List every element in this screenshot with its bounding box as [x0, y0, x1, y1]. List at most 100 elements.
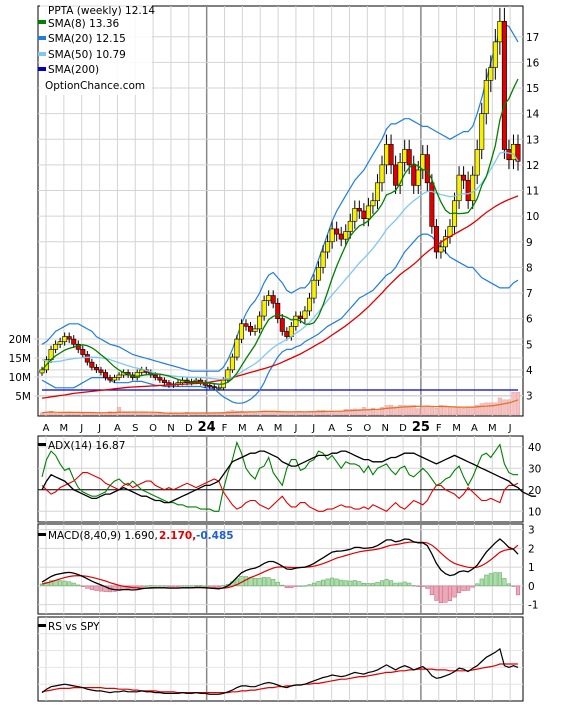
- volume-bar: [144, 412, 149, 416]
- adx-legend: ADX(14) 16.87: [38, 440, 125, 452]
- macd-histogram-bar: [457, 585, 462, 594]
- volume-bar: [447, 407, 453, 416]
- volume-bar: [49, 410, 54, 416]
- volume-bar: [148, 412, 153, 416]
- adx-tick-label: 40: [528, 442, 541, 454]
- price-tick-label: 8: [526, 262, 533, 274]
- macd-histogram-bar: [339, 579, 344, 587]
- x-tick-label: J: [311, 423, 315, 434]
- macd-histogram-bar: [275, 581, 280, 587]
- macd-histogram-bar: [271, 579, 276, 587]
- bollinger-upper-line: [41, 23, 519, 372]
- candle-body: [338, 233, 344, 240]
- candle-body: [361, 210, 367, 219]
- macd-histogram-bar: [502, 578, 507, 587]
- candle-body: [216, 387, 222, 390]
- volume-bar: [443, 405, 448, 416]
- macd-histogram-bar: [348, 580, 353, 587]
- candle-body: [411, 164, 417, 186]
- candle-body: [279, 318, 285, 332]
- volume-bar: [275, 411, 280, 416]
- candle-body: [402, 149, 408, 163]
- volume-bar: [302, 411, 307, 416]
- rs-label: RS vs SPY: [48, 621, 100, 633]
- candle-body: [252, 328, 258, 332]
- macd-histogram-bar: [189, 585, 194, 587]
- candle-body: [66, 336, 72, 340]
- candle-body: [39, 369, 45, 374]
- candle-body: [365, 205, 371, 219]
- candle-body: [157, 377, 163, 381]
- macd-histogram-bar: [80, 585, 85, 587]
- candle-body: [257, 315, 263, 330]
- macd-histogram-bar: [384, 579, 389, 587]
- volume-bar: [348, 409, 353, 416]
- macd-histogram-bar: [175, 585, 181, 587]
- candle-body: [306, 297, 312, 312]
- macd-histogram-bar: [94, 585, 99, 591]
- price-tick-label: 5: [526, 339, 533, 351]
- candle-body: [193, 379, 199, 382]
- macd-tick-label: 2: [528, 543, 535, 555]
- macd-histogram-bar: [153, 585, 158, 587]
- volume-bar: [239, 410, 244, 416]
- sma50-line: [41, 195, 519, 399]
- macd-histogram-bar: [307, 584, 312, 587]
- volume-bar: [266, 411, 271, 416]
- macd-histogram-bar: [366, 583, 371, 587]
- volume-bar: [39, 412, 45, 416]
- macd-histogram-bar: [71, 582, 76, 587]
- macd-histogram-bar: [511, 585, 516, 587]
- volume-bar: [80, 412, 85, 416]
- candle-body: [384, 144, 390, 166]
- x-tick-label: M: [274, 423, 283, 434]
- volume-bar: [434, 407, 439, 416]
- x-tick-label: F: [436, 423, 442, 434]
- volume-bar: [293, 411, 298, 416]
- macd-histogram-bar: [389, 580, 394, 587]
- moving-averages: [41, 78, 519, 399]
- macd-histogram-bar: [185, 585, 190, 587]
- candle-body: [374, 182, 380, 202]
- volume-bar: [117, 407, 122, 416]
- legend-sma20: SMA(20) 12.15: [48, 33, 126, 45]
- volume-bar: [466, 407, 471, 416]
- candle-body: [62, 336, 68, 342]
- volume-bar: [62, 412, 67, 416]
- macd-histogram-bar: [466, 585, 471, 591]
- volume-bar: [384, 405, 389, 416]
- macd-histogram-bar: [452, 585, 457, 598]
- candle-body: [506, 149, 512, 161]
- candle-body: [266, 295, 272, 301]
- macd-signal-label: 2.170,: [159, 530, 196, 542]
- volume-tick-label: 5M: [15, 391, 31, 403]
- candle-body: [161, 379, 167, 383]
- price-tick-label: 11: [526, 186, 539, 198]
- volume-bar: [157, 412, 162, 416]
- macd-histogram-bar: [316, 581, 321, 587]
- volume-bar: [94, 412, 99, 416]
- volume-bar: [71, 412, 76, 416]
- price-tick-label: 16: [526, 57, 540, 69]
- x-tick-label: S: [346, 423, 352, 434]
- volume-bar: [497, 397, 502, 416]
- candle-body: [84, 354, 90, 363]
- macd-histogram-bar: [302, 585, 307, 587]
- x-tick-label: M: [238, 423, 247, 434]
- candle-body: [406, 149, 412, 166]
- volume-bar: [484, 402, 489, 416]
- candle-body: [293, 315, 299, 327]
- price-tick-label: 9: [526, 237, 533, 249]
- candle-body: [71, 338, 77, 345]
- macd-histogram-bar: [379, 580, 385, 587]
- macd-histogram-bar: [515, 585, 521, 596]
- macd-label: MACD(8,40,9) 1.690,: [48, 530, 158, 542]
- macd-histogram-bar: [262, 577, 267, 587]
- x-tick-label: M: [452, 423, 461, 434]
- volume-bar: [438, 405, 443, 416]
- candle-body: [152, 374, 158, 378]
- macd-histogram-bar: [298, 585, 303, 587]
- macd-histogram-bar: [343, 580, 348, 587]
- x-tick-label: A: [471, 423, 478, 434]
- macd-tick-label: 1: [528, 562, 535, 574]
